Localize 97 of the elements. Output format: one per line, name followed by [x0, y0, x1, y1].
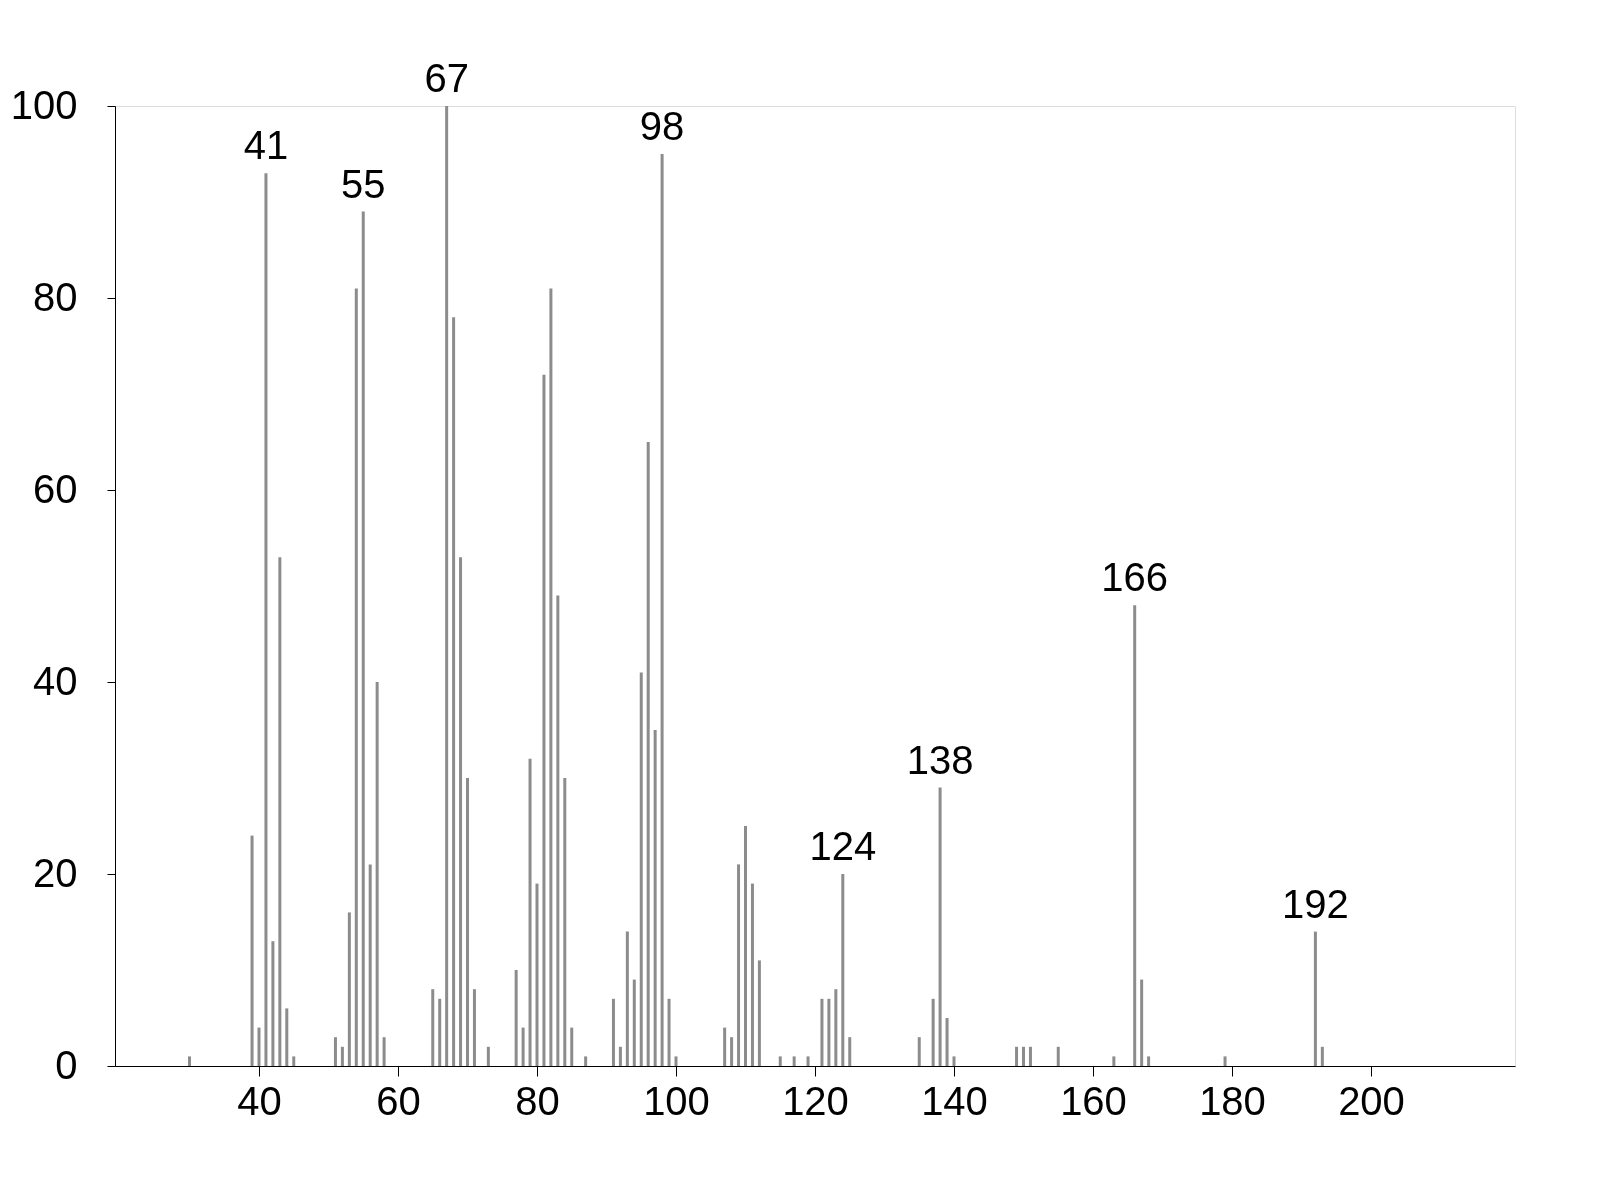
bar: [521, 1027, 525, 1066]
bar: [952, 1056, 956, 1066]
bar: [834, 989, 838, 1066]
bar: [611, 998, 615, 1066]
x-tick-label: 80: [515, 1078, 560, 1123]
x-tick-label: 200: [1338, 1078, 1405, 1123]
bar: [917, 1037, 921, 1066]
bar: [667, 998, 671, 1066]
bar: [1223, 1056, 1227, 1066]
x-tick-label: 120: [782, 1078, 849, 1123]
bar: [452, 317, 456, 1066]
bar: [1022, 1046, 1025, 1066]
annotation: 192: [1282, 881, 1349, 926]
annotation: 41: [243, 123, 289, 168]
bar: [271, 941, 275, 1066]
bar: [445, 106, 449, 1066]
bar: [486, 1046, 490, 1066]
annotation: 98: [639, 104, 685, 148]
x-tick-label: 60: [376, 1078, 421, 1123]
bar: [528, 758, 532, 1066]
x-tick-label: 180: [1199, 1078, 1266, 1123]
bar: [382, 1037, 386, 1066]
bar: [1313, 931, 1317, 1066]
bar: [841, 874, 845, 1066]
bar: [618, 1046, 622, 1066]
annotation: 124: [809, 824, 877, 868]
bar: [466, 778, 469, 1066]
bar: [549, 288, 553, 1066]
y-tick-label: 0: [55, 1042, 78, 1087]
bar: [750, 883, 754, 1066]
bar: [542, 374, 546, 1066]
bar: [1056, 1046, 1060, 1066]
bar: [945, 1018, 949, 1066]
bar: [250, 835, 254, 1066]
x-tick-label: 160: [1060, 1078, 1127, 1123]
x-tick-label: 140: [921, 1078, 988, 1123]
bar: [1140, 979, 1144, 1066]
bar: [806, 1056, 810, 1066]
bar: [333, 1037, 337, 1066]
bar: [292, 1056, 296, 1066]
bar: [563, 778, 567, 1066]
annotation: 55: [341, 161, 386, 206]
bar: [674, 1056, 678, 1066]
y-tick-label: 40: [33, 658, 78, 703]
bar: [278, 557, 282, 1066]
y-tick-label: 60: [33, 466, 78, 511]
bar: [646, 442, 650, 1066]
bar: [535, 883, 539, 1066]
bar: [556, 595, 560, 1066]
bar: [264, 173, 268, 1066]
bar: [757, 960, 761, 1066]
bar: [848, 1037, 852, 1066]
bar: [820, 998, 824, 1066]
annotation: 67: [424, 56, 469, 100]
bar: [431, 989, 435, 1066]
bar: [632, 979, 636, 1066]
bar: [347, 912, 351, 1066]
bar: [1112, 1056, 1116, 1066]
bar: [1015, 1046, 1019, 1066]
bar: [570, 1027, 574, 1066]
x-tick-label: 40: [237, 1078, 282, 1123]
bar: [285, 1008, 289, 1066]
bar: [792, 1056, 796, 1066]
annotation: 166: [1101, 555, 1169, 600]
bar: [625, 931, 629, 1066]
bar: [1133, 605, 1137, 1066]
bar: [514, 970, 518, 1066]
bar: [723, 1027, 727, 1066]
bar: [354, 288, 358, 1066]
bar: [1320, 1046, 1324, 1066]
bar: [459, 557, 463, 1066]
x-tick-label: 100: [643, 1078, 710, 1123]
bar: [730, 1037, 734, 1066]
y-tick-label: 100: [10, 82, 78, 127]
y-tick-label: 80: [33, 274, 78, 319]
annotation: 138: [906, 737, 974, 782]
bar: [438, 998, 442, 1066]
bar: [744, 826, 747, 1066]
bar: [257, 1027, 261, 1066]
bar: [653, 730, 657, 1066]
bar: [827, 998, 831, 1066]
bar: [340, 1046, 344, 1066]
bar: [1147, 1056, 1151, 1066]
bar: [188, 1056, 191, 1066]
bar: [931, 998, 935, 1066]
bar: [660, 154, 664, 1066]
bar: [737, 864, 741, 1066]
bar: [368, 864, 372, 1066]
bar: [1028, 1046, 1032, 1066]
bar: [375, 682, 379, 1066]
bar: [938, 787, 942, 1066]
bar: [361, 211, 365, 1066]
bar: [778, 1056, 782, 1066]
y-tick-label: 20: [33, 850, 78, 895]
bar: [639, 672, 643, 1066]
bar: [584, 1056, 588, 1066]
bar: [472, 989, 476, 1066]
